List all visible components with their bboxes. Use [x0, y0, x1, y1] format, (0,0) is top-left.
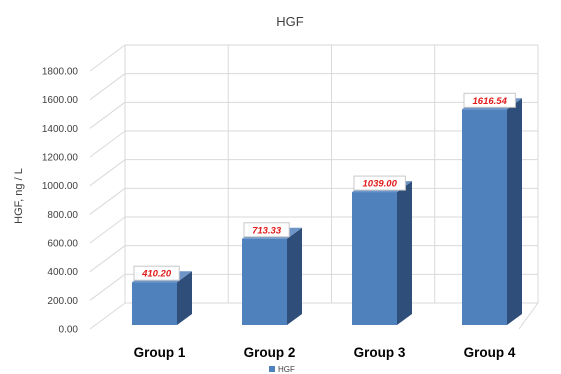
legend: HGF	[269, 365, 295, 374]
y-tick-label: 0.00	[59, 325, 79, 336]
bar	[242, 238, 287, 325]
y-tick-label: 800.00	[47, 210, 78, 221]
floor-edge	[518, 302, 539, 330]
legend-label: HGF	[278, 365, 295, 374]
data-label: 713.33	[243, 222, 290, 238]
y-axis-label: HGF, ng / L	[13, 168, 25, 224]
x-tick-label: Group 4	[464, 345, 516, 360]
y-tick-label: 1000.00	[42, 181, 79, 192]
bar-group	[352, 181, 412, 325]
x-tick-label: Group 2	[244, 345, 296, 360]
data-label-text: 1039.00	[363, 179, 398, 190]
bar-side	[287, 227, 302, 325]
data-label-box	[353, 175, 406, 191]
y-tick-label: 200.00	[47, 296, 78, 307]
x-tick-label: Group 3	[354, 345, 406, 360]
data-label-text: 1616.54	[473, 96, 508, 107]
legend-swatch	[269, 366, 275, 372]
y-tick-label: 600.00	[47, 239, 78, 250]
y-axis-ticks: 0.00 200.00 400.00 600.00 800.00 1000.00 1200.…	[42, 67, 79, 336]
data-label-text: 410.20	[141, 269, 172, 280]
bar	[132, 282, 177, 325]
gridline	[89, 44, 538, 72]
data-label: 1039.00	[353, 175, 406, 191]
bar	[352, 192, 397, 325]
data-label-text: 713.33	[252, 225, 282, 236]
y-tick-label: 1600.00	[42, 95, 79, 106]
bar-side	[507, 98, 522, 326]
category-labels: Group 1 Group 2 Group 3 Group 4	[134, 345, 516, 360]
bar-group	[242, 227, 302, 325]
data-label: 410.20	[133, 265, 180, 281]
y-tick-label: 1200.00	[42, 153, 79, 164]
bar-side	[397, 181, 412, 325]
bars: 410.20 713.33 1039.00 1616.54	[132, 92, 522, 326]
data-label-box	[243, 222, 290, 238]
bar	[462, 109, 507, 326]
data-label-box	[463, 92, 516, 108]
y-tick-label: 1800.00	[42, 67, 79, 78]
x-tick-label: Group 1	[134, 345, 186, 360]
bar-side	[177, 271, 192, 325]
data-label: 1616.54	[463, 92, 516, 108]
data-label-box	[133, 265, 180, 281]
bar-group	[462, 98, 522, 326]
y-tick-label: 1400.00	[42, 124, 79, 135]
y-tick-label: 400.00	[47, 267, 78, 278]
chart-title: HGF	[276, 14, 304, 29]
